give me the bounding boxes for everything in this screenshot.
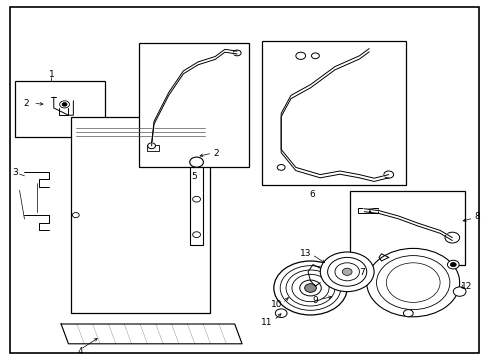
Circle shape xyxy=(304,284,316,292)
Bar xyxy=(369,208,377,213)
Circle shape xyxy=(72,212,79,217)
Circle shape xyxy=(147,143,155,149)
Circle shape xyxy=(366,248,459,317)
Circle shape xyxy=(192,232,200,238)
Bar xyxy=(189,162,203,244)
Bar xyxy=(349,191,464,265)
Circle shape xyxy=(452,287,465,296)
Circle shape xyxy=(285,270,334,306)
Bar xyxy=(15,81,105,137)
Circle shape xyxy=(192,196,200,202)
Circle shape xyxy=(320,252,373,292)
Circle shape xyxy=(189,157,203,167)
Text: 9: 9 xyxy=(312,296,318,305)
Text: 5: 5 xyxy=(191,172,197,181)
Circle shape xyxy=(295,52,305,59)
Circle shape xyxy=(60,101,69,108)
Text: 7: 7 xyxy=(358,268,364,277)
Bar xyxy=(358,208,368,213)
Text: 8: 8 xyxy=(473,212,479,221)
Text: 2: 2 xyxy=(213,149,219,158)
Circle shape xyxy=(403,310,412,317)
Text: 12: 12 xyxy=(460,282,472,291)
Circle shape xyxy=(334,263,359,281)
Circle shape xyxy=(62,103,67,106)
Circle shape xyxy=(386,263,439,302)
Text: 13: 13 xyxy=(299,249,311,258)
Circle shape xyxy=(277,165,285,170)
Circle shape xyxy=(383,171,393,178)
Circle shape xyxy=(449,262,455,267)
Circle shape xyxy=(291,274,328,302)
Text: 1: 1 xyxy=(48,71,54,79)
Bar xyxy=(146,145,159,151)
Circle shape xyxy=(444,232,459,243)
Polygon shape xyxy=(61,324,242,344)
Circle shape xyxy=(275,309,286,318)
Text: 11: 11 xyxy=(260,318,272,327)
Circle shape xyxy=(376,256,449,310)
Circle shape xyxy=(233,50,241,56)
Bar xyxy=(139,43,249,167)
Text: 6: 6 xyxy=(308,190,314,199)
Circle shape xyxy=(311,53,319,59)
Bar xyxy=(261,41,405,185)
Circle shape xyxy=(447,260,458,269)
Text: 3: 3 xyxy=(12,168,18,177)
Text: 4: 4 xyxy=(78,346,83,356)
Circle shape xyxy=(342,268,351,275)
Circle shape xyxy=(327,257,366,286)
Circle shape xyxy=(273,261,346,315)
Circle shape xyxy=(299,280,321,296)
Text: 10: 10 xyxy=(270,300,282,309)
Bar xyxy=(71,117,210,313)
Circle shape xyxy=(280,266,340,310)
Text: 2: 2 xyxy=(23,99,29,108)
